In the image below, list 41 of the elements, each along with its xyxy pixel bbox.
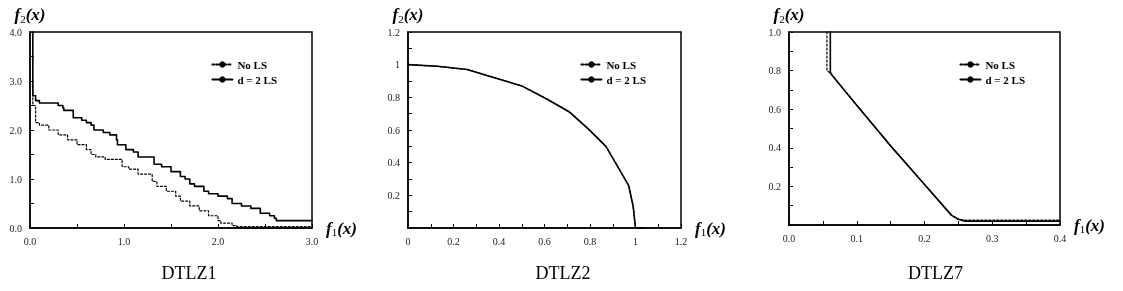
x-tick-label: 0 — [405, 235, 411, 247]
y-tick-label: 0.0 — [9, 222, 22, 234]
y-tick-label: 3.0 — [9, 75, 22, 87]
y-tick-label: 0.8 — [768, 65, 781, 77]
y-tick-label: 1 — [395, 59, 400, 71]
y-tick-label: 1.0 — [768, 26, 781, 38]
x-tick-label: 0.0 — [782, 232, 796, 244]
y-tick-label: 0.2 — [768, 180, 781, 192]
x-tick-label: 1.0 — [117, 235, 131, 247]
x-tick-label: 0.1 — [850, 232, 863, 244]
y-tick-label: 0.8 — [387, 91, 400, 103]
y-tick-label: 4.0 — [9, 26, 22, 38]
legend-label: No LS — [237, 58, 268, 71]
x-tick-label: 1 — [633, 235, 638, 247]
x-tick-label: 2.0 — [211, 235, 225, 247]
y-tick-label: 0.2 — [387, 189, 400, 201]
x-tick-label: 0.4 — [492, 235, 506, 247]
x-tick-label: 0.6 — [538, 235, 551, 247]
y-tick-label: 0.4 — [387, 157, 400, 169]
x-tick-label: 0.4 — [1053, 232, 1067, 244]
legend-label: d = 2 LS — [985, 73, 1025, 86]
x-tick-label: 0.8 — [583, 235, 597, 247]
legend-label: d = 2 LS — [606, 73, 646, 86]
text: DTLZ1 — [161, 263, 217, 283]
y-tick-label: 0.6 — [768, 103, 781, 115]
y-tick-label: 1.2 — [387, 26, 400, 38]
text: DTLZ7 — [908, 263, 963, 283]
x-tick-label: 0.3 — [986, 232, 999, 244]
x-tick-label: 0.0 — [23, 235, 37, 247]
x-tick-label: 3.0 — [305, 235, 319, 247]
text: DTLZ2 — [535, 263, 591, 283]
x-tick-label: 1.2 — [674, 235, 688, 247]
y-tick-label: 1.0 — [9, 173, 22, 185]
legend-label: No LS — [606, 58, 637, 71]
legend-label: No LS — [985, 58, 1016, 71]
legend-label: d = 2 LS — [237, 73, 277, 86]
x-tick-label: 0.2 — [447, 235, 460, 247]
y-tick-label: 2.0 — [9, 124, 22, 136]
x-tick-label: 0.2 — [918, 232, 931, 244]
y-tick-label: 0.4 — [768, 142, 781, 154]
y-tick-label: 0.6 — [387, 124, 400, 136]
